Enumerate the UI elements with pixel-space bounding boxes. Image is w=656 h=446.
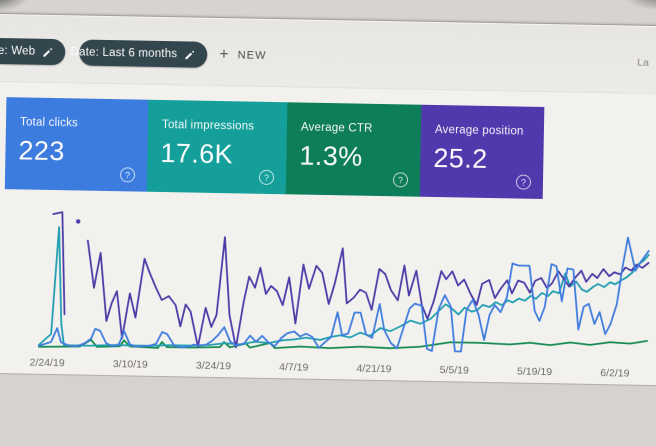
metric-value: 25.2 [433, 142, 488, 174]
metric-value: 223 [18, 135, 66, 167]
date-range-chip-label: Date: Last 6 months [70, 46, 178, 61]
metric-label: Total impressions [161, 118, 255, 133]
plus-icon: + [219, 46, 229, 64]
x-tick: 3/24/19 [195, 359, 232, 373]
metric-card-total-impressions[interactable]: Total impressions 17.6K ? [146, 99, 288, 195]
edit-pencil-icon [184, 49, 195, 60]
search-type-chip[interactable]: type: Web [0, 37, 66, 66]
metric-card-total-clicks[interactable]: Total clicks 223 ? [4, 97, 149, 192]
x-tick: 5/5/19 [439, 364, 470, 377]
new-filter-label: NEW [237, 49, 267, 62]
metric-label: Average position [434, 123, 524, 138]
x-tick: 5/19/19 [516, 365, 553, 379]
metric-cards: Total clicks 223 ? Total impressions 17.… [4, 97, 545, 199]
help-icon[interactable]: ? [258, 169, 275, 186]
filter-bar: type: Web Date: Last 6 months + NEW La [0, 14, 656, 94]
x-tick: 6/2/19 [600, 367, 630, 380]
performance-chart[interactable]: 2/24/19 3/10/19 3/24/19 4/7/19 4/21/19 5… [0, 189, 656, 385]
metric-value: 1.3% [299, 140, 363, 172]
metric-label: Total clicks [19, 116, 79, 130]
help-icon[interactable]: ? [515, 174, 532, 190]
x-tick: 4/7/19 [279, 361, 309, 374]
metric-card-average-position[interactable]: Average position 25.2 ? [419, 104, 545, 199]
edit-pencil-icon [42, 46, 53, 57]
metric-value: 17.6K [160, 137, 234, 170]
x-tick: 2/24/19 [29, 356, 65, 370]
performance-panel: Total clicks 223 ? Total impressions 17.… [0, 81, 656, 386]
x-tick: 4/21/19 [356, 362, 392, 376]
help-icon[interactable]: ? [119, 167, 136, 183]
last-updated-truncated-text: La [637, 56, 649, 69]
search-type-chip-label: type: Web [0, 44, 36, 58]
date-range-chip[interactable]: Date: Last 6 months [70, 39, 208, 68]
chart-lines [37, 211, 650, 353]
report-sheet: type: Web Date: Last 6 months + NEW La [0, 12, 656, 387]
metric-card-average-ctr[interactable]: Average CTR 1.3% ? [285, 102, 422, 197]
metric-label: Average CTR [300, 121, 373, 135]
x-tick: 3/10/19 [112, 358, 148, 371]
new-filter-button[interactable]: + NEW [219, 44, 267, 67]
help-icon[interactable]: ? [392, 172, 409, 188]
